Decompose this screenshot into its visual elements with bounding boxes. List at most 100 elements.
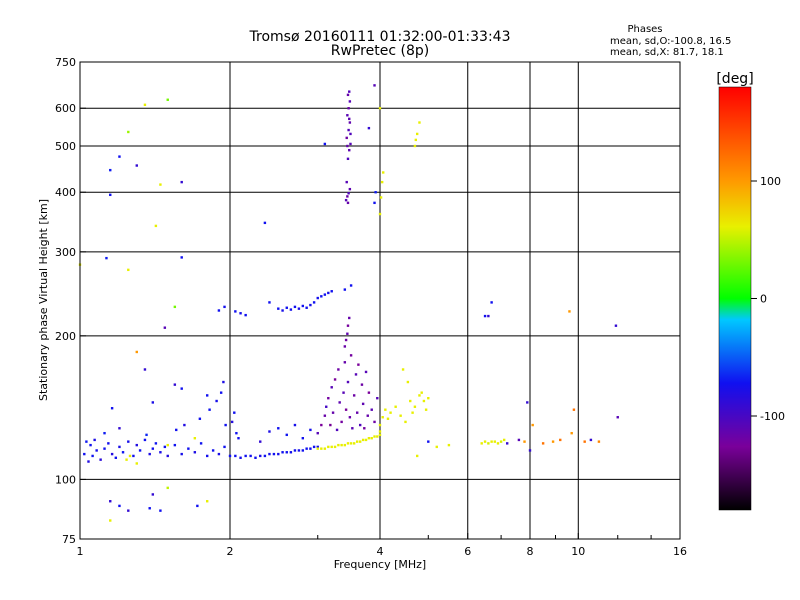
data-point — [348, 148, 351, 152]
data-point — [329, 423, 332, 427]
data-point — [424, 408, 428, 411]
data-point — [413, 144, 417, 148]
data-point — [352, 442, 356, 445]
data-point — [301, 437, 305, 440]
data-point — [143, 368, 147, 371]
data-point — [351, 427, 354, 430]
colorbar-ticks: 100 0 -100 — [751, 175, 785, 423]
data-point — [323, 447, 327, 450]
data-point — [305, 447, 308, 450]
data-point — [614, 324, 618, 327]
data-point — [358, 440, 362, 443]
x-tick-label: 16 — [673, 545, 687, 558]
data-point — [378, 433, 382, 437]
data-point — [409, 399, 412, 403]
data-point — [355, 440, 359, 443]
data-point — [490, 301, 493, 304]
data-point — [346, 201, 350, 205]
data-point — [223, 445, 226, 449]
data-point — [487, 442, 490, 445]
data-point — [346, 380, 350, 384]
data-point — [422, 399, 426, 403]
data-point — [526, 401, 529, 404]
data-point — [109, 500, 112, 503]
data-point — [327, 396, 330, 400]
data-point — [121, 451, 125, 454]
data-point — [312, 301, 316, 304]
y-tick-label: 300 — [55, 246, 76, 259]
data-point — [224, 423, 227, 427]
data-point — [340, 420, 343, 424]
data-point — [616, 416, 619, 419]
data-point — [358, 423, 362, 427]
data-point — [91, 454, 94, 458]
data-point — [401, 368, 405, 371]
data-point — [234, 454, 237, 458]
data-point — [128, 454, 132, 458]
data-point — [105, 256, 108, 260]
data-point — [583, 440, 586, 443]
data-point — [340, 443, 343, 447]
data-point — [289, 451, 293, 454]
colorbar-unit-label: [deg] — [716, 71, 753, 87]
data-point — [348, 100, 352, 103]
data-point — [346, 114, 349, 117]
data-point — [205, 394, 209, 397]
data-point — [331, 411, 335, 414]
data-point — [127, 509, 130, 512]
data-point — [348, 416, 352, 419]
data-point — [233, 411, 236, 414]
data-point — [367, 391, 371, 394]
data-point — [89, 443, 92, 447]
data-point — [343, 288, 347, 291]
data-point — [132, 454, 135, 458]
data-point — [87, 460, 90, 463]
data-point — [376, 435, 379, 438]
data-point — [148, 507, 151, 510]
phases-o-stats: mean, sd,O:-100.8, 16.5 — [610, 36, 731, 47]
data-point — [159, 451, 162, 454]
data-point — [281, 451, 284, 454]
data-point — [411, 411, 414, 414]
data-point — [380, 180, 384, 184]
data-point — [363, 427, 366, 430]
data-point — [323, 293, 327, 296]
data-point — [316, 431, 319, 435]
data-point — [343, 361, 347, 364]
data-point — [259, 440, 262, 443]
data-point — [234, 310, 237, 313]
data-point — [323, 414, 327, 417]
data-point — [348, 90, 351, 93]
data-point — [348, 316, 351, 320]
data-point — [244, 313, 247, 317]
phases-heading: Phases — [627, 24, 662, 35]
data-point — [263, 454, 267, 458]
data-point — [118, 445, 121, 449]
data-point — [285, 451, 288, 454]
y-tick-label: 100 — [55, 473, 76, 486]
data-point — [337, 368, 340, 371]
data-point — [568, 310, 571, 313]
data-point — [373, 420, 376, 424]
data-point — [110, 407, 114, 410]
data-point — [107, 442, 110, 445]
data-point — [316, 296, 319, 300]
data-point — [378, 423, 382, 427]
data-point — [389, 411, 392, 414]
data-point — [370, 408, 373, 411]
data-point — [499, 440, 503, 443]
data-point — [230, 420, 234, 424]
data-point — [496, 442, 500, 445]
data-point — [259, 454, 262, 458]
data-point — [205, 500, 209, 503]
data-point — [346, 144, 349, 148]
data-point — [345, 136, 348, 140]
data-point — [487, 314, 490, 318]
data-point — [330, 445, 333, 449]
x-tick-label: 6 — [464, 545, 471, 558]
y-tick-label: 200 — [55, 330, 76, 343]
data-point — [572, 408, 576, 411]
x-axis: 1 2 4 6 8 10 16 — [77, 533, 687, 558]
phases-x-stats: mean, sd,X: 81.7, 18.1 — [610, 47, 724, 58]
data-point — [138, 449, 142, 452]
